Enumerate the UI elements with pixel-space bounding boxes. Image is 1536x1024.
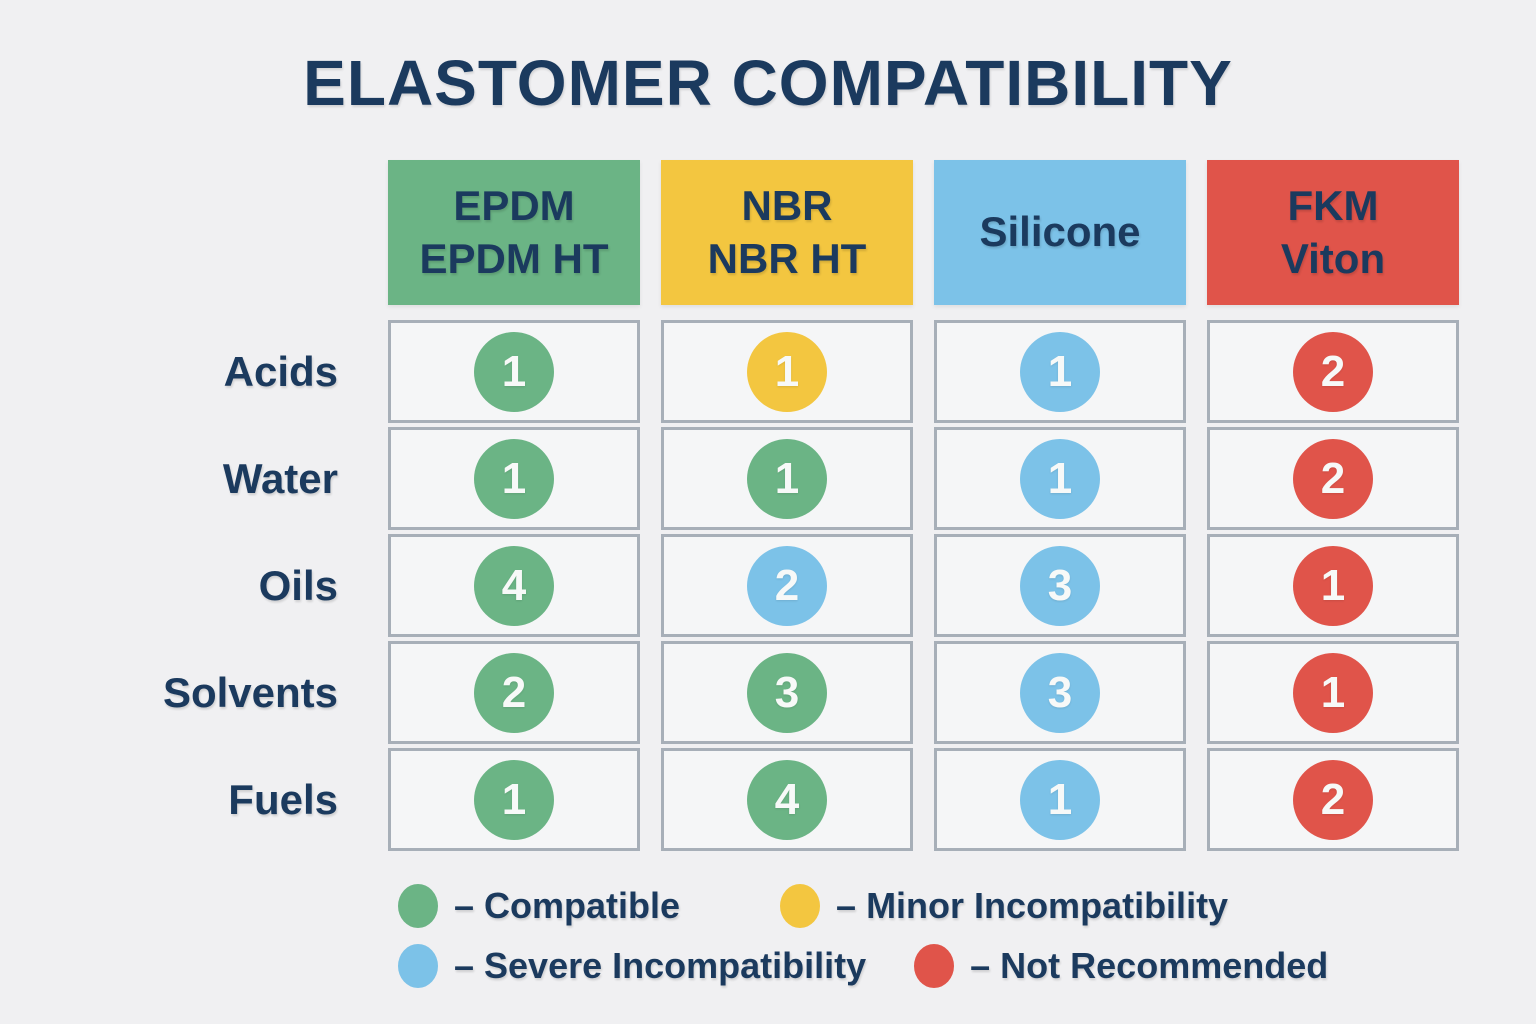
legend-row: – Severe Incompatibility – Not Recommende… [398, 938, 1328, 994]
column-header-epdm: EPDM EPDM HT [388, 160, 640, 305]
cell-solvents-epdm: 2 [388, 641, 640, 744]
cell-oils-epdm: 4 [388, 534, 640, 637]
column-header-nbr: NBR NBR HT [661, 160, 913, 305]
row-label-oils: Oils [258, 561, 338, 609]
legend-item-red: – Not Recommended [914, 944, 1328, 988]
cell-oils-fkm: 1 [1207, 534, 1459, 637]
legend-label: – Compatible [454, 885, 681, 926]
cell-acids-epdm: 1 [388, 320, 640, 423]
cell-fuels-nbr: 4 [661, 748, 913, 851]
legend-item-blue: – Severe Incompatibility [398, 944, 866, 988]
cell-fuels-fkm: 2 [1207, 748, 1459, 851]
rating-badge: 2 [1293, 438, 1373, 519]
rating-badge: 3 [1020, 545, 1100, 626]
rating-badge: 4 [747, 759, 827, 840]
cell-fuels-epdm: 1 [388, 748, 640, 851]
cell-fuels-silicone: 1 [934, 748, 1186, 851]
rating-badge: 1 [747, 331, 827, 412]
page-title: ELASTOMER COMPATIBILITY [303, 47, 1233, 119]
cell-acids-silicone: 1 [934, 320, 1186, 423]
cell-water-epdm: 1 [388, 427, 640, 530]
legend-row: – Compatible – Minor Incompatibility [398, 878, 1328, 934]
cell-acids-nbr: 1 [661, 320, 913, 423]
cell-acids-fkm: 2 [1207, 320, 1459, 423]
row-label-acids: Acids [223, 347, 338, 395]
row-label-fuels: Fuels [228, 775, 338, 823]
rating-badge: 1 [1020, 438, 1100, 519]
rating-badge: 2 [747, 545, 827, 626]
column-header-row: EPDM EPDM HT NBR NBR HT Silicone FKM Viton [388, 160, 1460, 305]
yellow-legend-dot-icon [780, 884, 821, 928]
rating-badge: 3 [747, 652, 827, 733]
rating-badge: 4 [474, 545, 554, 626]
legend: – Compatible – Minor Incompatibility – Sev… [398, 878, 1328, 994]
column-header-fkm: FKM Viton [1207, 160, 1459, 305]
legend-label: – Not Recommended [970, 945, 1329, 986]
legend-item-yellow: – Minor Incompatibility [780, 884, 1228, 928]
blue-legend-dot-icon [398, 944, 438, 988]
rating-badge: 1 [1293, 545, 1373, 626]
rating-badge: 1 [474, 759, 554, 840]
cell-oils-silicone: 3 [934, 534, 1186, 637]
rating-badge: 2 [474, 652, 554, 733]
legend-label: – Severe Incompatibility [454, 945, 867, 986]
red-legend-dot-icon [914, 944, 955, 988]
row-label-solvents: Solvents [162, 668, 338, 716]
legend-label: – Minor Incompatibility [836, 885, 1229, 926]
rating-badge: 3 [1020, 652, 1100, 733]
cell-solvents-nbr: 3 [661, 641, 913, 744]
rating-badge: 1 [1020, 331, 1100, 412]
legend-item-green: – Compatible [398, 884, 680, 928]
table-body: 1 1 1 2 1 1 1 2 4 2 3 1 2 3 3 1 1 4 1 2 [388, 320, 1460, 851]
cell-solvents-fkm: 1 [1207, 641, 1459, 744]
column-header-silicone: Silicone [934, 160, 1186, 305]
cell-water-nbr: 1 [661, 427, 913, 530]
rating-badge: 1 [474, 331, 554, 412]
rating-badge: 1 [1293, 652, 1373, 733]
cell-oils-nbr: 2 [661, 534, 913, 637]
green-legend-dot-icon [398, 884, 438, 928]
rating-badge: 1 [747, 438, 827, 519]
row-label-column: Acids Water Oils Solvents Fuels [0, 320, 338, 855]
rating-badge: 1 [474, 438, 554, 519]
cell-solvents-silicone: 3 [934, 641, 1186, 744]
row-label-water: Water [222, 454, 338, 502]
rating-badge: 2 [1293, 331, 1373, 412]
compatibility-table: EPDM EPDM HT NBR NBR HT Silicone FKM Viton … [388, 160, 1460, 851]
cell-water-silicone: 1 [934, 427, 1186, 530]
rating-badge: 2 [1293, 759, 1373, 840]
cell-water-fkm: 2 [1207, 427, 1459, 530]
rating-badge: 1 [1020, 759, 1100, 840]
